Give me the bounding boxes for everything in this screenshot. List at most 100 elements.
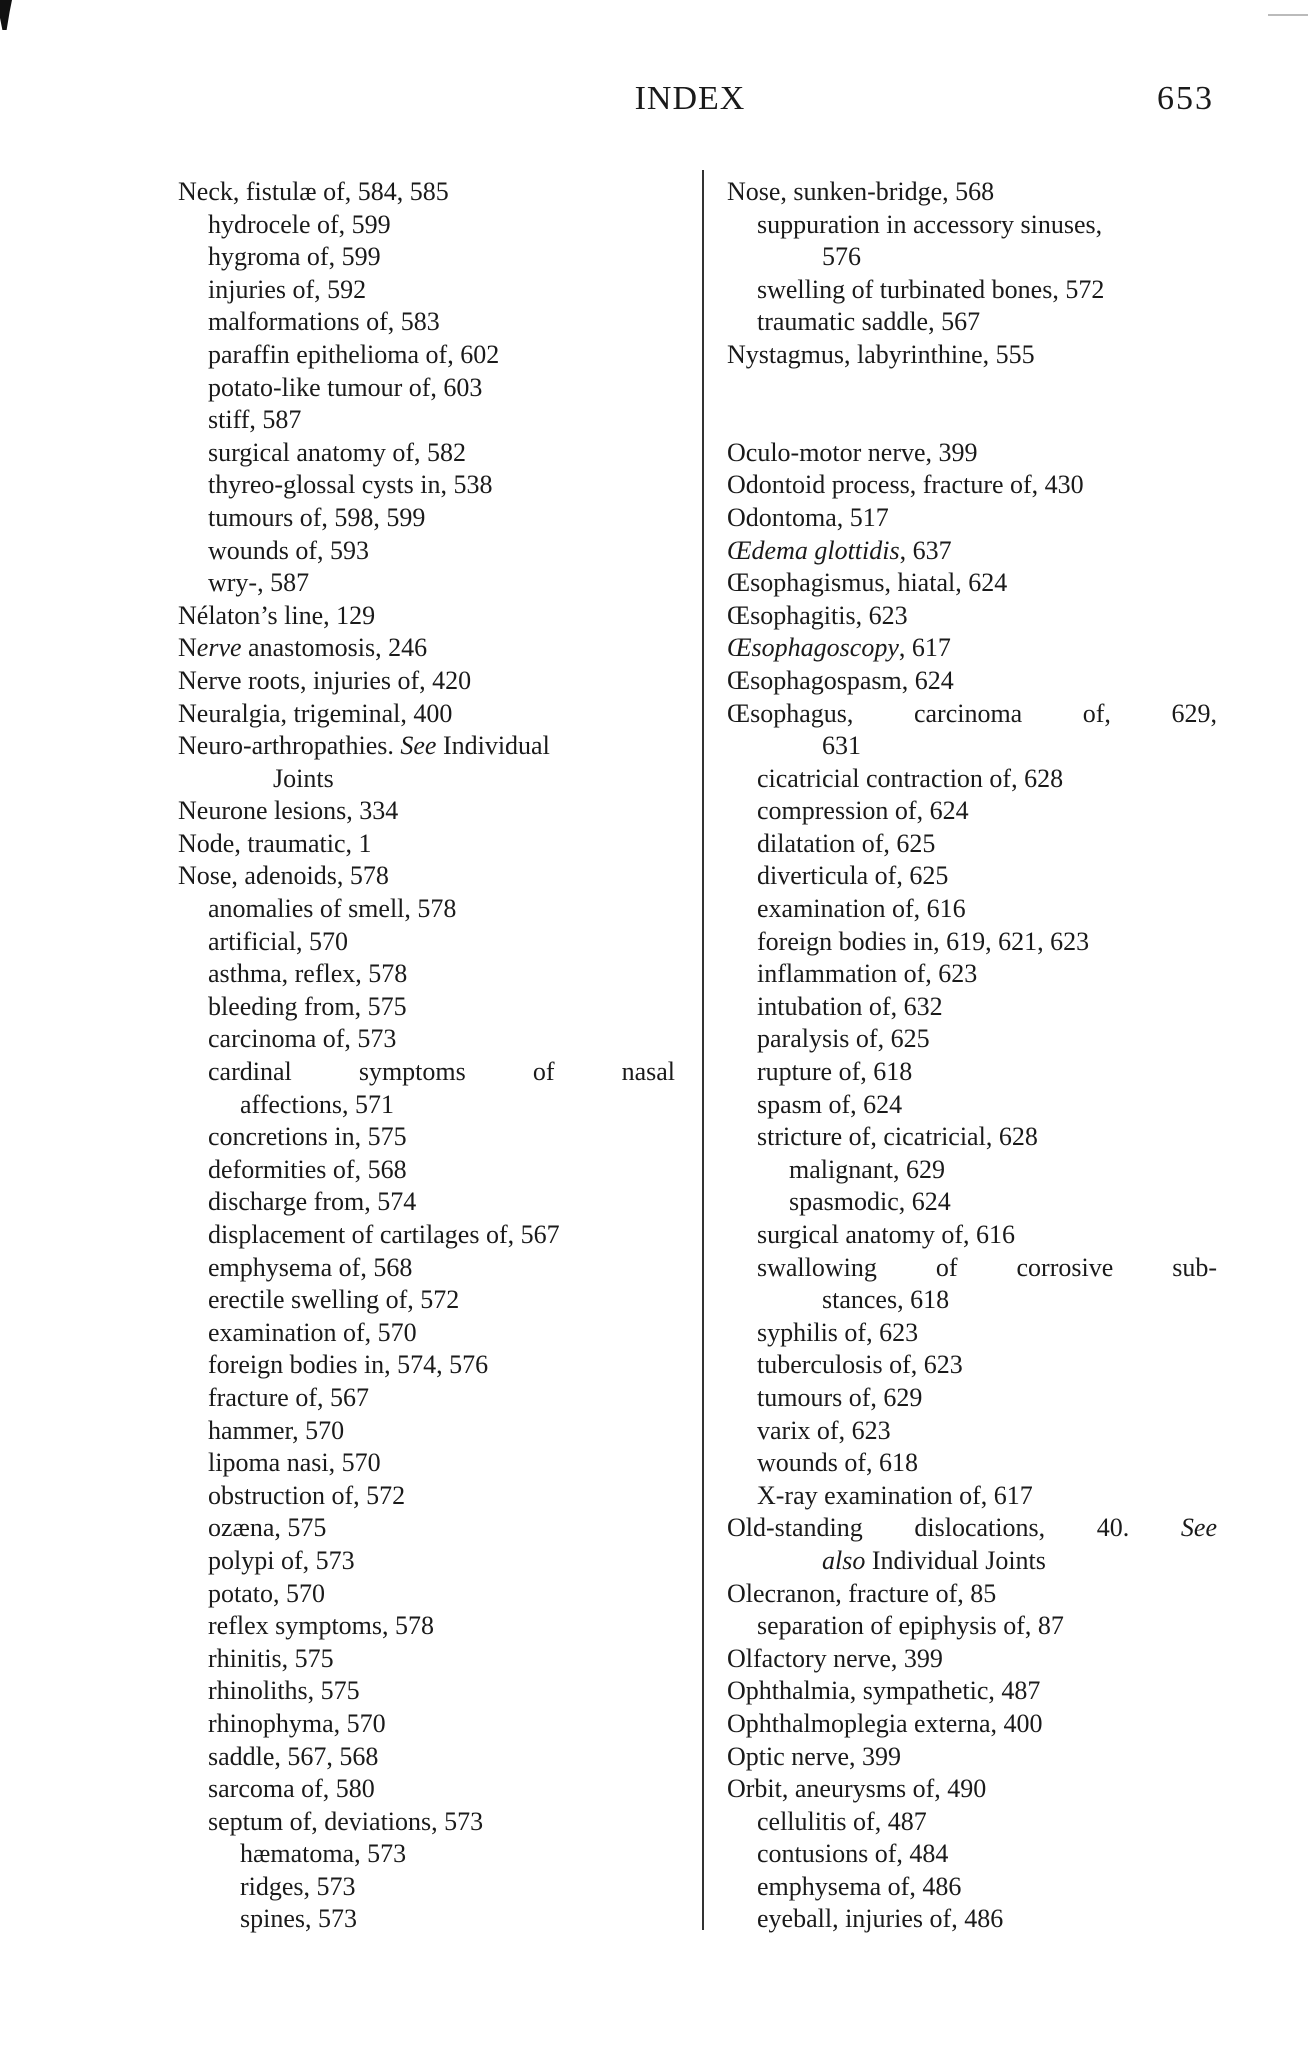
index-subentry: hæmatoma, 573 [178, 1838, 675, 1871]
index-subentry: hydrocele of, 599 [178, 209, 675, 242]
entry-text: examination of, 570 [208, 1317, 417, 1347]
entry-text: compression of, 624 [757, 796, 969, 826]
entry-text: Ophthalmia, sympathetic, 487 [727, 1676, 1041, 1706]
index-entry: Nose, sunken-bridge, 568 [727, 176, 1217, 209]
entry-text: potato-like tumour of, 603 [208, 372, 483, 402]
index-subentry: fracture of, 567 [178, 1382, 675, 1415]
entry-text: cicatricial contraction of, 628 [757, 763, 1064, 793]
entry-text: tumours of, 629 [757, 1382, 923, 1412]
entry-text: polypi of, 573 [208, 1545, 355, 1575]
entry-text: hydrocele of, 599 [208, 209, 391, 239]
entry-text: asthma, reflex, 578 [208, 959, 408, 989]
entry-text: surgical anatomy of, 582 [208, 437, 467, 467]
index-subentry: artificial, 570 [178, 926, 675, 959]
index-subentry: reflex symptoms, 578 [178, 1610, 675, 1643]
entry-text: paraffin epithelioma of, 602 [208, 339, 500, 369]
index-subentry: surgical anatomy of, 582 [178, 437, 675, 470]
index-subentry: cicatricial contraction of, 628 [727, 763, 1217, 796]
entry-text: Old-standing dislocations, 40. [727, 1513, 1181, 1543]
entry-text: emphysema of, 486 [757, 1871, 962, 1901]
entry-text: examination of, 616 [757, 894, 966, 924]
entry-text: , 637 [899, 535, 952, 565]
index-entry [727, 372, 1217, 405]
entry-text: Oculo-motor nerve, 399 [727, 437, 978, 467]
index-subentry: intubation of, 632 [727, 991, 1217, 1024]
entry-text: Œsophagitis, 623 [727, 600, 908, 630]
index-entry: Oculo-motor nerve, 399 [727, 437, 1217, 470]
index-subentry: compression of, 624 [727, 795, 1217, 828]
index-subentry: cardinal symptoms of nasal [178, 1056, 675, 1089]
index-subentry: ridges, 573 [178, 1871, 675, 1904]
entry-text: affections, 571 [240, 1089, 395, 1119]
index-subentry: suppuration in accessory sinuses, [727, 209, 1217, 242]
index-subentry: dilatation of, 625 [727, 828, 1217, 861]
entry-text: hygroma of, 599 [208, 242, 381, 272]
entry-text: sarcoma of, 580 [208, 1774, 375, 1804]
column-divider [702, 170, 704, 1930]
entry-text: rupture of, 618 [757, 1057, 913, 1087]
entry-text: Nystagmus, labyrinthine, 555 [727, 339, 1035, 369]
entry-text: lipoma nasi, 570 [208, 1448, 381, 1478]
entry-text: thyreo-glossal cysts in, 538 [208, 470, 493, 500]
entry-text: fracture of, 567 [208, 1382, 369, 1412]
index-entry: Nerve anastomosis, 246 [178, 632, 675, 665]
entry-text: wounds of, 593 [208, 535, 370, 565]
index-entry: Node, traumatic, 1 [178, 828, 675, 861]
index-column-left: Neck, fistulæ of, 584, 585 hydrocele of, … [178, 176, 675, 1936]
entry-text: stricture of, cicatricial, 628 [757, 1122, 1038, 1152]
italic-text: See [1180, 1513, 1217, 1543]
index-subentry: inflammation of, 623 [727, 958, 1217, 991]
entry-text: carcinoma of, 573 [208, 1024, 397, 1054]
index-subentry: displacement of cartilages of, 567 [178, 1219, 675, 1252]
entry-text: Individual Joints [865, 1545, 1046, 1575]
index-entry: Œsophagus, carcinoma of, 629, [727, 698, 1217, 731]
italic-text: erve [196, 633, 242, 663]
entry-text: separation of epiphysis of, 87 [757, 1611, 1064, 1641]
index-subentry: separation of epiphysis of, 87 [727, 1610, 1217, 1643]
entry-text: reflex symptoms, 578 [208, 1611, 435, 1641]
entry-text: hæmatoma, 573 [240, 1839, 407, 1869]
index-subentry: bleeding from, 575 [178, 991, 675, 1024]
index-entry: Odontoma, 517 [727, 502, 1217, 535]
index-entry-continuation: 631 [727, 730, 1217, 763]
index-subentry: spasmodic, 624 [727, 1186, 1217, 1219]
entry-text: suppuration in accessory sinuses, [757, 209, 1103, 239]
entry-text: foreign bodies in, 574, 576 [208, 1350, 489, 1380]
index-subentry: spasm of, 624 [727, 1089, 1217, 1122]
index-subentry: septum of, deviations, 573 [178, 1806, 675, 1839]
index-entry: Olecranon, fracture of, 85 [727, 1578, 1217, 1611]
entry-text: artificial, 570 [208, 926, 349, 956]
entry-text: discharge from, 574 [208, 1187, 417, 1217]
entry-text: 631 [822, 731, 861, 761]
index-entry: Olfactory nerve, 399 [727, 1643, 1217, 1676]
entry-text: Nerve roots, injuries of, 420 [178, 665, 472, 695]
entry-text: X-ray examination of, 617 [757, 1480, 1033, 1510]
index-subentry: varix of, 623 [727, 1415, 1217, 1448]
index-entry-continuation: stances, 618 [727, 1284, 1217, 1317]
entry-text: rhinoliths, 575 [208, 1676, 360, 1706]
entry-text: spasmodic, 624 [789, 1187, 951, 1217]
index-subentry: carcinoma of, 573 [178, 1023, 675, 1056]
index-subentry: concretions in, 575 [178, 1121, 675, 1154]
entry-text: wounds of, 618 [757, 1448, 919, 1478]
entry-text: stances, 618 [822, 1285, 950, 1315]
italic-text: See [400, 731, 437, 761]
entry-text: obstruction of, 572 [208, 1480, 406, 1510]
index-subentry: asthma, reflex, 578 [178, 958, 675, 991]
entry-text: Individual [436, 731, 550, 761]
entry-text: malformations of, 583 [208, 307, 440, 337]
index-subentry: wounds of, 593 [178, 535, 675, 568]
entry-text: potato, 570 [208, 1578, 325, 1608]
index-subentry: malformations of, 583 [178, 306, 675, 339]
entry-text: saddle, 567, 568 [208, 1741, 379, 1771]
index-subentry: stricture of, cicatricial, 628 [727, 1121, 1217, 1154]
entry-text: Nose, adenoids, 578 [178, 861, 389, 891]
entry-text: ridges, 573 [240, 1871, 356, 1901]
index-subentry: hygroma of, 599 [178, 241, 675, 274]
index-subentry: emphysema of, 568 [178, 1252, 675, 1285]
entry-text: Nose, sunken-bridge, 568 [727, 177, 995, 206]
margin-ink-mark [0, 0, 12, 30]
index-subentry: diverticula of, 625 [727, 860, 1217, 893]
entry-text: Œsophagus, carcinoma of, 629, [727, 698, 1217, 728]
entry-text: 576 [822, 242, 861, 272]
